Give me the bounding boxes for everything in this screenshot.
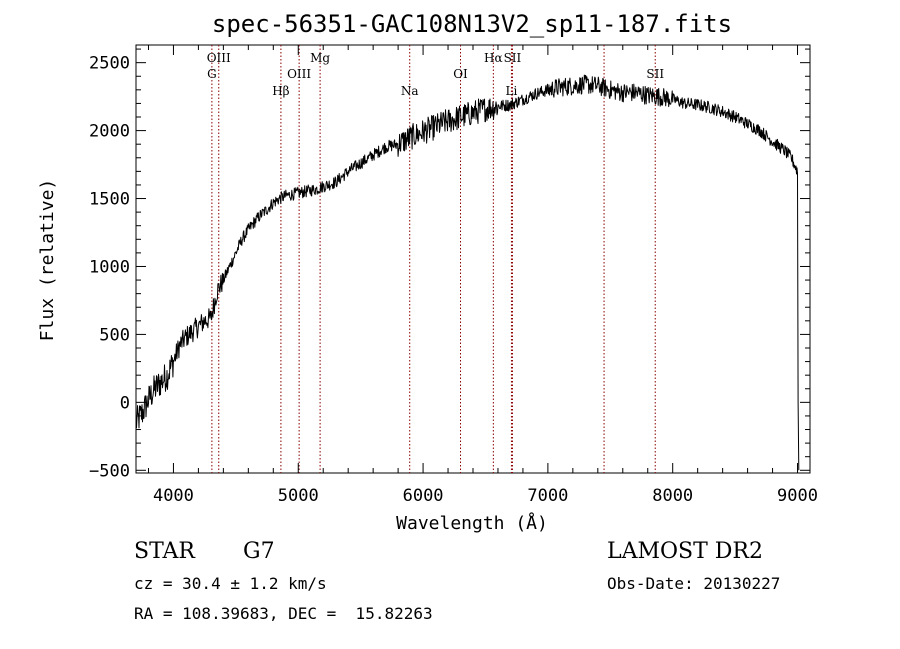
spectral-line-label: G [207, 67, 217, 81]
redshift-value: cz = 30.4 ± 1.2 km/s [134, 574, 327, 593]
spectral-line-label: Li [506, 84, 518, 98]
x-tick-label: 7000 [527, 486, 568, 506]
spectral-line-label: SII [646, 67, 664, 81]
y-tick-label: 2000 [89, 122, 130, 142]
spectral-line-label: OIII [287, 67, 311, 81]
object-class: STAR [134, 539, 195, 564]
x-tick-label: 9000 [777, 486, 818, 506]
y-axis-label: Flux (relative) [37, 179, 58, 342]
spectral-line-label: OIII [207, 51, 231, 65]
x-axis-label: Wavelength (Å) [396, 512, 548, 534]
survey-name: LAMOST DR2 [607, 539, 763, 564]
y-tick-label: 0 [120, 393, 130, 413]
spectral-line-label: Hα [484, 51, 503, 65]
spectral-line-label: SII [504, 51, 522, 65]
chart-title: spec-56351-GAC108N13V2_sp11-187.fits [212, 10, 732, 38]
y-tick-label: 500 [99, 325, 130, 345]
sky-coordinates: RA = 108.39683, DEC = 15.82263 [134, 604, 433, 623]
y-axis: −500 0 500 1000 1500 2000 2500 [89, 48, 810, 481]
spectral-line-label: Mg [310, 51, 330, 65]
spectral-line-label: Hβ [272, 84, 289, 98]
spectral-line-label: OI [453, 67, 468, 81]
x-tick-label: 4000 [153, 486, 194, 506]
y-tick-label: −500 [89, 461, 130, 481]
y-tick-label: 2500 [89, 54, 130, 74]
x-tick-label: 6000 [403, 486, 444, 506]
y-tick-label: 1500 [89, 190, 130, 210]
spectrum-line [135, 74, 800, 471]
observation-date: Obs-Date: 20130227 [607, 574, 781, 593]
x-tick-label: 8000 [652, 486, 693, 506]
x-tick-label: 5000 [278, 486, 319, 506]
object-subclass: G7 [243, 539, 275, 564]
spectrum-series [135, 74, 800, 471]
y-tick-label: 1000 [89, 257, 130, 277]
x-axis: 4000 5000 6000 7000 8000 9000 [147, 45, 818, 506]
spectral-line-label: Na [401, 84, 419, 98]
